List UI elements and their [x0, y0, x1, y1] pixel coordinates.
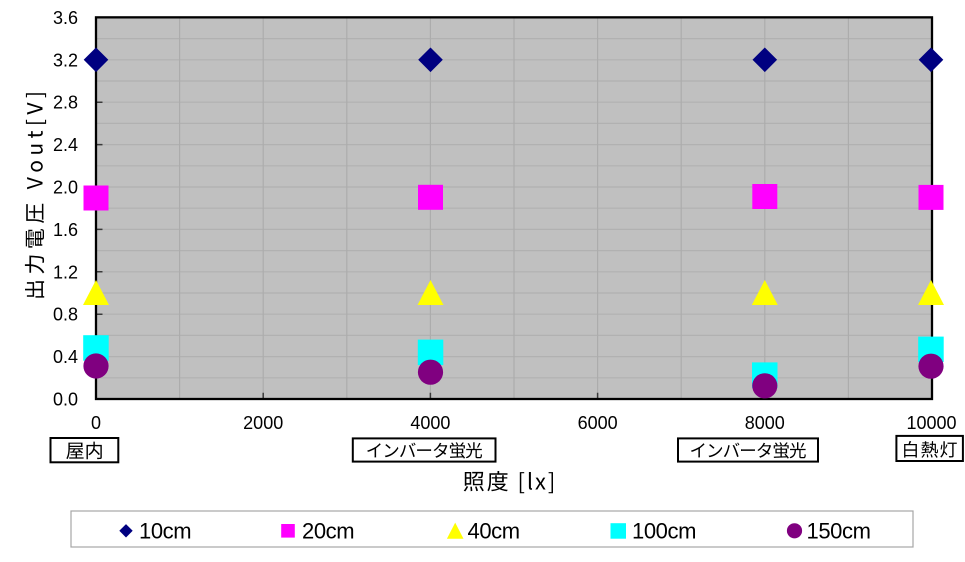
svg-text:0.4: 0.4: [53, 347, 78, 367]
svg-text:10cm: 10cm: [139, 519, 191, 544]
svg-text:8000: 8000: [745, 413, 785, 433]
svg-text:150cm: 150cm: [807, 519, 871, 544]
svg-text:0.0: 0.0: [53, 390, 78, 410]
svg-text:10000: 10000: [906, 413, 956, 433]
svg-text:100cm: 100cm: [632, 519, 696, 544]
svg-text:2.0: 2.0: [53, 178, 78, 198]
svg-text:40cm: 40cm: [468, 519, 520, 544]
svg-text:3.6: 3.6: [53, 8, 78, 28]
svg-text:2.8: 2.8: [53, 93, 78, 113]
svg-text:1.6: 1.6: [53, 220, 78, 240]
svg-text:1.2: 1.2: [53, 262, 78, 282]
svg-text:4000: 4000: [410, 413, 450, 433]
svg-text:2000: 2000: [243, 413, 283, 433]
svg-text:0: 0: [91, 413, 101, 433]
svg-text:3.2: 3.2: [53, 50, 78, 70]
svg-text:0.8: 0.8: [53, 305, 78, 325]
svg-text:2.4: 2.4: [53, 135, 78, 155]
svg-text:6000: 6000: [578, 413, 618, 433]
svg-text:20cm: 20cm: [302, 519, 354, 544]
